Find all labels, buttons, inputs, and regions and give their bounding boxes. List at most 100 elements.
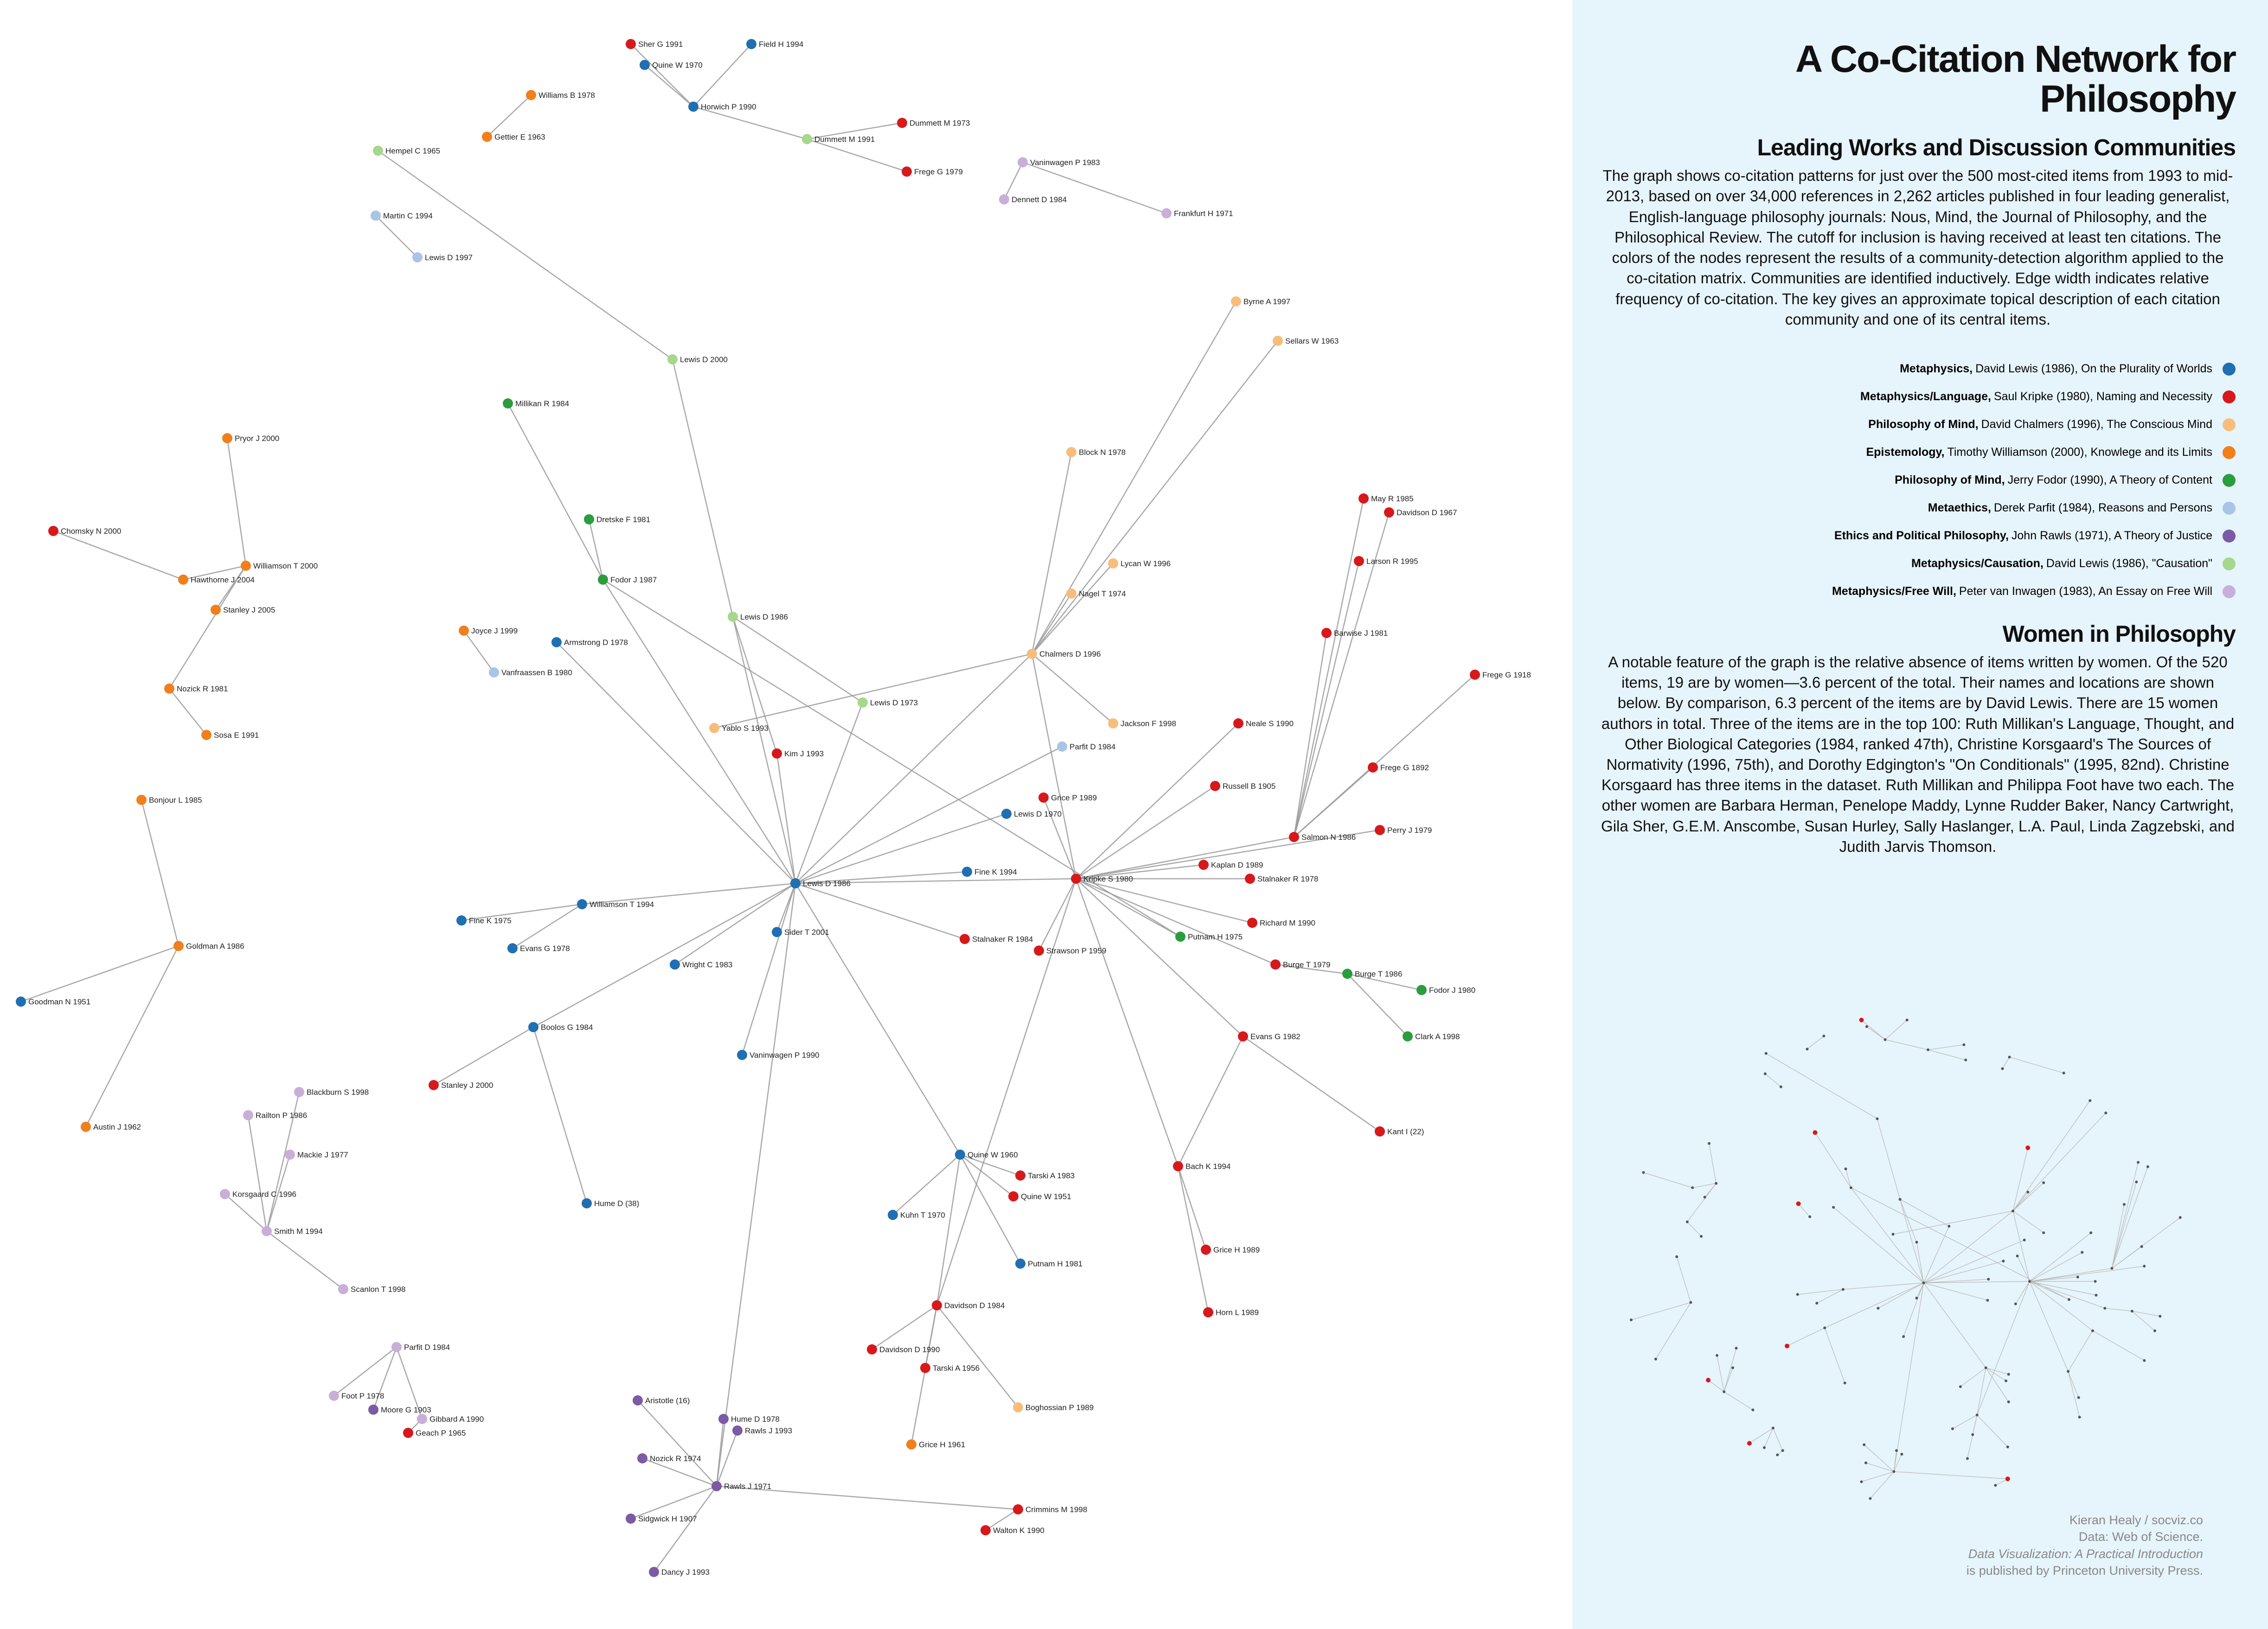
network-node[interactable]: Stanley J 2005 bbox=[211, 605, 275, 615]
network-node[interactable]: Dummett M 1973 bbox=[897, 118, 970, 128]
network-node[interactable]: Dummett M 1991 bbox=[802, 134, 875, 144]
network-node[interactable]: Nagel T 1974 bbox=[1066, 588, 1126, 599]
network-node[interactable]: Stalnaker R 1984 bbox=[960, 934, 1033, 944]
network-node[interactable]: Field H 1994 bbox=[746, 39, 803, 49]
network-node[interactable]: Larson R 1995 bbox=[1354, 556, 1418, 566]
network-node[interactable]: Vaninwagen P 1983 bbox=[1018, 157, 1100, 167]
network-node[interactable]: Sidgwick H 1907 bbox=[626, 1514, 697, 1524]
network-node[interactable]: Stalnaker R 1978 bbox=[1245, 874, 1318, 884]
network-node[interactable]: Vaninwagen P 1990 bbox=[737, 1050, 820, 1060]
network-node[interactable]: Clark A 1998 bbox=[1403, 1031, 1460, 1041]
network-node[interactable]: Kuhn T 1970 bbox=[888, 1210, 945, 1220]
network-node[interactable]: Davidson D 1967 bbox=[1384, 507, 1457, 517]
network-node[interactable]: Smith M 1994 bbox=[262, 1226, 323, 1236]
network-node[interactable]: May R 1985 bbox=[1358, 493, 1414, 504]
network-node[interactable]: Frankfurt H 1971 bbox=[1161, 208, 1233, 218]
network-node[interactable]: Austin J 1962 bbox=[81, 1122, 141, 1132]
network-node[interactable]: Armstrong D 1978 bbox=[551, 637, 628, 647]
network-node[interactable]: Parfit D 1984 bbox=[391, 1342, 450, 1352]
network-node[interactable]: Hume D (38) bbox=[582, 1198, 639, 1208]
network-node[interactable]: Walton K 1990 bbox=[980, 1525, 1044, 1535]
network-node[interactable]: Tarski A 1983 bbox=[1015, 1170, 1075, 1181]
network-node[interactable]: Russell B 1905 bbox=[1210, 781, 1275, 791]
network-node[interactable]: Wright C 1983 bbox=[670, 959, 732, 970]
network-node[interactable]: Grice P 1989 bbox=[1038, 792, 1097, 803]
network-node[interactable]: Foot P 1978 bbox=[329, 1391, 384, 1401]
network-node[interactable]: Kim J 1993 bbox=[772, 748, 824, 759]
network-node[interactable]: Sider T 2001 bbox=[772, 927, 829, 937]
network-node[interactable]: Quine W 1951 bbox=[1008, 1191, 1071, 1201]
network-node[interactable]: Richard M 1990 bbox=[1247, 918, 1315, 928]
network-node[interactable]: Evans G 1982 bbox=[1238, 1031, 1301, 1041]
network-node[interactable]: Salmon N 1986 bbox=[1289, 832, 1356, 842]
network-node[interactable]: Korsgaard C 1996 bbox=[220, 1189, 296, 1199]
network-node[interactable]: Putnam H 1981 bbox=[1015, 1258, 1083, 1269]
network-node[interactable]: Scanlon T 1998 bbox=[338, 1284, 405, 1294]
network-node[interactable]: Lewis D 1986 bbox=[790, 878, 851, 888]
network-node[interactable]: Nozick R 1981 bbox=[164, 684, 228, 694]
network-node[interactable]: Hempel C 1965 bbox=[373, 146, 440, 156]
network-node[interactable]: Sellars W 1963 bbox=[1273, 336, 1339, 346]
network-node[interactable]: Gettier E 1963 bbox=[482, 132, 545, 142]
network-node[interactable]: Fine K 1994 bbox=[962, 867, 1017, 877]
network-node[interactable]: Tarski A 1956 bbox=[920, 1363, 980, 1373]
network-node[interactable]: Frege G 1892 bbox=[1368, 762, 1429, 773]
network-node[interactable]: Quine W 1970 bbox=[640, 60, 703, 70]
network-node[interactable]: Millikan R 1984 bbox=[503, 398, 569, 409]
network-node[interactable]: Kripke S 1980 bbox=[1071, 874, 1133, 884]
network-node[interactable]: Nozick R 1974 bbox=[637, 1453, 701, 1463]
network-node[interactable]: Williams B 1978 bbox=[526, 90, 595, 100]
network-node[interactable]: Burge T 1979 bbox=[1270, 959, 1330, 970]
network-node[interactable]: Vanfraassen B 1980 bbox=[489, 667, 572, 677]
network-node[interactable]: Williamson T 1994 bbox=[577, 899, 654, 909]
network-node[interactable]: Grice H 1961 bbox=[906, 1439, 965, 1450]
network-node[interactable]: Bonjour L 1985 bbox=[136, 795, 202, 805]
network-node[interactable]: Hume D 1978 bbox=[718, 1414, 780, 1424]
network-node[interactable]: Martin C 1994 bbox=[371, 211, 433, 221]
network-node[interactable]: Stanley J 2000 bbox=[429, 1080, 493, 1090]
network-node[interactable]: Evans G 1978 bbox=[507, 943, 570, 953]
network-node[interactable]: Barwise J 1981 bbox=[1321, 628, 1388, 638]
network-node[interactable]: Byrne A 1997 bbox=[1231, 296, 1290, 307]
network-node[interactable]: Grice H 1989 bbox=[1201, 1245, 1260, 1255]
network-node[interactable]: Goodman N 1951 bbox=[16, 997, 90, 1007]
network-node[interactable]: Dancy J 1993 bbox=[649, 1567, 710, 1577]
network-node[interactable]: Parfit D 1984 bbox=[1057, 741, 1115, 752]
network-node[interactable]: Hawthorne J 2004 bbox=[178, 575, 255, 585]
network-node[interactable]: Goldman A 1986 bbox=[173, 941, 244, 951]
network-node[interactable]: Block N 1978 bbox=[1066, 447, 1126, 457]
network-node[interactable]: Davidson D 1984 bbox=[932, 1300, 1005, 1310]
network-node[interactable]: Fodor J 1987 bbox=[598, 575, 657, 585]
network-node[interactable]: Dennett D 1984 bbox=[999, 194, 1067, 204]
network-node[interactable]: Fine K 1975 bbox=[456, 915, 512, 926]
network-node[interactable]: Dretske F 1981 bbox=[584, 514, 650, 524]
network-node[interactable]: Kant I (22) bbox=[1375, 1126, 1424, 1137]
network-node[interactable]: Gibbard A 1990 bbox=[417, 1414, 484, 1424]
network-node[interactable]: Davidson D 1990 bbox=[867, 1344, 940, 1354]
network-node[interactable]: Mackie J 1977 bbox=[285, 1150, 348, 1160]
network-node[interactable]: Strawson P 1959 bbox=[1034, 945, 1106, 956]
network-node[interactable]: Railton P 1986 bbox=[243, 1110, 307, 1120]
network-node[interactable]: Kaplan D 1989 bbox=[1198, 860, 1263, 870]
network-node[interactable]: Frege G 1918 bbox=[1470, 670, 1531, 680]
network-node[interactable]: Perry J 1979 bbox=[1375, 825, 1432, 835]
network-node[interactable]: Bach K 1994 bbox=[1173, 1161, 1230, 1171]
network-node[interactable]: Boghossian P 1989 bbox=[1013, 1402, 1094, 1412]
network-node[interactable]: Quine W 1960 bbox=[955, 1150, 1018, 1160]
network-node[interactable]: Horn L 1989 bbox=[1203, 1307, 1259, 1317]
network-node[interactable]: Moore G 1903 bbox=[368, 1405, 431, 1415]
network-node[interactable]: Yablo S 1993 bbox=[709, 723, 769, 733]
network-node[interactable]: Joyce J 1999 bbox=[459, 626, 518, 636]
network-node[interactable]: Chalmers D 1996 bbox=[1027, 649, 1101, 659]
network-node[interactable]: Jackson F 1998 bbox=[1108, 718, 1176, 728]
network-node[interactable]: Chomsky N 2000 bbox=[48, 526, 121, 536]
network-node[interactable]: Williamson T 2000 bbox=[241, 561, 318, 571]
network-node[interactable]: Neale S 1990 bbox=[1233, 718, 1294, 728]
network-node[interactable]: Lewis D 1997 bbox=[412, 252, 473, 262]
network-node[interactable]: Aristotle (16) bbox=[633, 1395, 690, 1405]
network-node[interactable]: Sosa E 1991 bbox=[201, 730, 259, 740]
network-node[interactable]: Lewis D 1970 bbox=[1001, 809, 1062, 819]
network-node[interactable]: Lewis D 1986 bbox=[728, 612, 788, 622]
network-node[interactable]: Lycan W 1996 bbox=[1108, 558, 1171, 569]
network-node[interactable]: Sher G 1991 bbox=[626, 39, 683, 49]
